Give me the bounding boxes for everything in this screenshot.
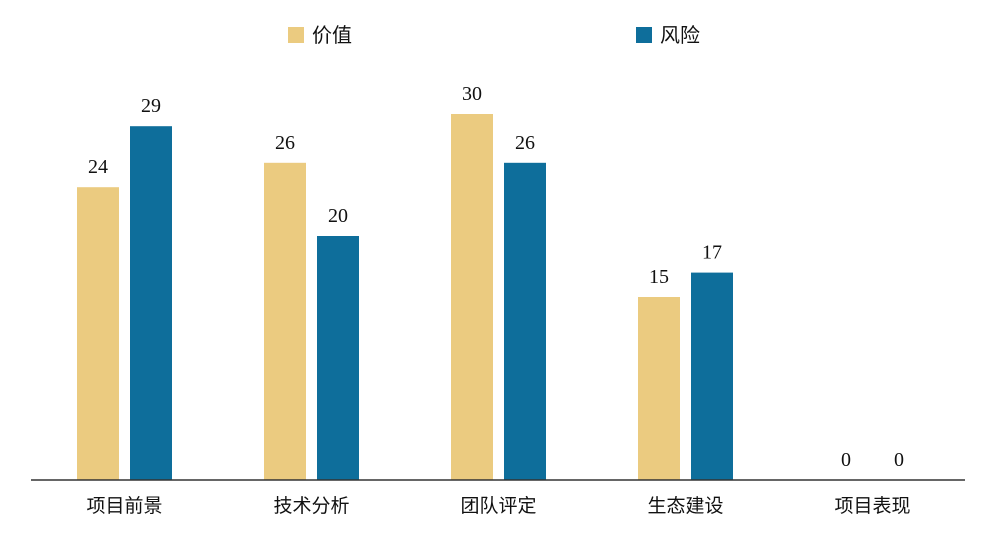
bar-risk-1 [317, 236, 359, 480]
data-label-risk-2: 26 [515, 132, 535, 154]
bar-value-1 [264, 162, 306, 481]
data-label-value-2: 30 [462, 83, 482, 105]
data-label-value-4: 0 [841, 449, 851, 471]
x-tick-label-2: 团队评定 [460, 495, 536, 517]
data-label-risk-3: 17 [702, 242, 722, 264]
legend-swatch-value [288, 27, 304, 43]
value-labels: 24 29 26 20 30 26 15 17 0 0 [88, 83, 904, 471]
legend-label-value: 价值 [312, 23, 352, 47]
bar-value-2 [451, 114, 493, 480]
data-label-value-3: 15 [649, 266, 669, 288]
bar-value-0 [77, 187, 119, 480]
data-label-risk-1: 20 [328, 205, 348, 227]
data-label-risk-0: 29 [141, 95, 161, 117]
bar-value-3 [638, 297, 680, 480]
data-label-risk-4: 0 [894, 449, 904, 471]
x-tick-label-1: 技术分析 [273, 495, 349, 517]
legend-swatch-risk [636, 27, 652, 43]
bar-risk-0 [130, 126, 172, 480]
plot-area [77, 114, 733, 481]
data-label-value-0: 24 [88, 156, 108, 178]
legend-label-risk: 风险 [660, 23, 700, 47]
data-label-value-1: 26 [275, 132, 295, 154]
x-tick-label-3: 生态建设 [647, 495, 723, 517]
x-axis-tick-labels: 项目前景 技术分析 团队评定 生态建设 项目表现 [86, 495, 910, 517]
legend: 价值 风险 [288, 23, 700, 47]
x-tick-label-4: 项目表现 [834, 495, 910, 517]
bar-risk-3 [691, 272, 733, 480]
x-tick-label-0: 项目前景 [86, 495, 162, 517]
bar-risk-2 [504, 162, 546, 481]
